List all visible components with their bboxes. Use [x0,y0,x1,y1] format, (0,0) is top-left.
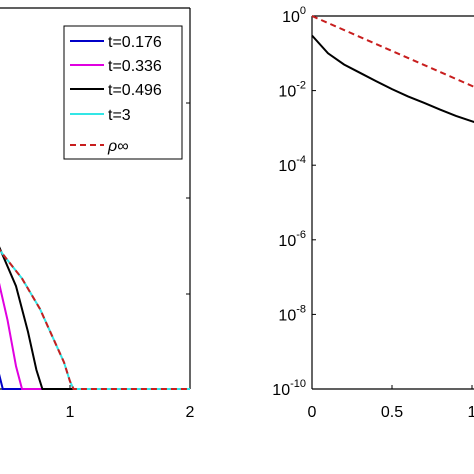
left-series-line-3 [0,248,190,390]
left-x-tick-label-1: 1 [66,404,75,421]
left-series-group [0,246,190,390]
right-y-ticks: 100 10-2 10-4 10-6 10-8 10-10 [272,5,316,399]
left-series-line-4 [0,248,190,390]
legend-label-t0336: t=0.336 [108,58,162,75]
legend-label-rho-inf: ρ∞ [107,138,129,155]
left-x-tick-label-2: 2 [186,404,195,421]
right-y-tick-label: 10-10 [272,378,306,399]
legend: t=0.176 t=0.336 t=0.496 t=3 ρ∞ [63,25,183,160]
left-series-line-2 [0,246,190,390]
right-x-tick-label-0: 0 [308,404,317,421]
left-density-plot: 1 2 t=0.176 t=0.336 t=0.496 t=3 ρ∞ [0,7,195,421]
legend-box [63,25,183,160]
right-x-tick-label-05: 0.5 [381,404,403,421]
right-y-tick-label: 10-2 [278,80,306,101]
right-series-group [311,15,474,124]
right-series-line-1 [311,15,474,88]
right-y-tick-label: 10-4 [278,154,306,175]
right-y-tick-label: 10-8 [278,303,306,324]
right-x-tick-label-1: 1 [468,404,474,421]
right-series-line-0 [311,34,474,124]
right-y-tick-label: 100 [282,5,306,26]
legend-label-t0176: t=0.176 [108,34,162,51]
right-y-tick-label: 10-6 [278,229,306,250]
legend-label-t3: t=3 [108,107,131,124]
legend-label-t0496: t=0.496 [108,82,162,99]
right-log-plot: 100 10-2 10-4 10-6 10-8 10-10 0 0.5 1 [272,5,474,421]
left-series-line-0 [0,373,190,390]
left-series-line-1 [0,282,190,390]
